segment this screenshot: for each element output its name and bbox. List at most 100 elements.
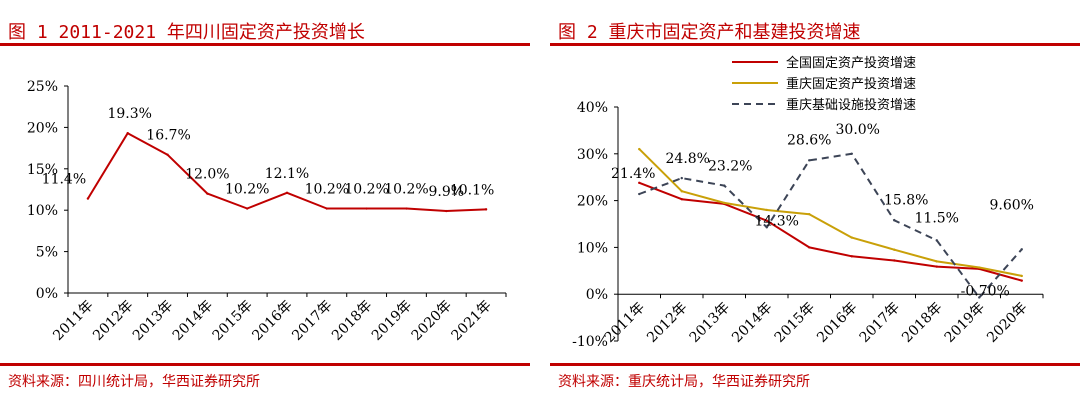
data-label: 21.4% (611, 166, 655, 182)
x-tick-label: 2018年 (899, 300, 945, 346)
data-point (935, 265, 938, 268)
x-tick-label: 2017年 (857, 300, 903, 346)
data-point (850, 152, 853, 155)
data-label: 12.1% (265, 166, 309, 182)
data-point (723, 184, 726, 187)
chart-panel-2: 图 2 重庆市固定资产和基建投资增速 -10% 0% 10% 20% 30% 40% 201… (550, 0, 1080, 413)
chart-title-2: 图 2 重庆市固定资产和基建投资增速 (558, 22, 861, 43)
legend-label: 重庆基础设施投资增速 (786, 97, 916, 113)
data-point (808, 159, 811, 162)
data-point (638, 192, 641, 196)
legend-label: 重庆固定资产投资增速 (786, 76, 916, 92)
data-label: 10.1% (450, 182, 494, 198)
data-point (723, 201, 726, 205)
data-point (484, 208, 488, 211)
y-tick-label: 0% (36, 286, 58, 302)
chart-1: 0% 5% 10% 15% 20% 25% 2011年2012年2013年2014年2015… (27, 79, 507, 344)
data-label: 9.9% (428, 184, 464, 200)
data-point (86, 197, 90, 200)
data-point (765, 226, 768, 229)
x-tick-label: 2014年 (170, 298, 216, 344)
data-label: 9.60% (990, 197, 1034, 213)
data-point (1020, 274, 1023, 278)
title-rule-2 (550, 43, 1080, 46)
series-line-3 (638, 152, 1023, 299)
data-label: 11.5% (915, 210, 959, 226)
data-point (978, 266, 981, 269)
y-tick-label: 40% (577, 100, 608, 116)
data-label: 12.0% (185, 167, 229, 183)
data-point (245, 207, 249, 210)
data-point (1020, 279, 1023, 282)
x-tick-label: 2013年 (130, 298, 176, 344)
data-point (638, 181, 641, 185)
y-tick-label: 30% (577, 147, 608, 163)
y-tick-label: 10% (577, 240, 608, 256)
data-point (405, 207, 408, 210)
legend-label: 全国固定资产投资增速 (786, 55, 916, 71)
data-label: 28.6% (787, 132, 831, 148)
data-point (935, 260, 938, 263)
data-point (765, 208, 768, 212)
data-label: 30.0% (836, 122, 880, 138)
data-point (765, 219, 768, 222)
chart-2: -10%0%10%20%30%40%2011年2012年2013年2014年20… (572, 55, 1044, 350)
data-point (893, 259, 896, 262)
data-point (935, 239, 938, 242)
source-rule-1 (0, 363, 530, 366)
data-point (325, 207, 329, 210)
data-label: 11.4% (42, 172, 86, 188)
y-tick-label: -10% (572, 334, 608, 350)
series-line-1 (638, 181, 1023, 282)
x-tick-label: 2016年 (249, 298, 295, 344)
data-point (893, 219, 896, 222)
x-tick-label: 2012年 (90, 298, 136, 344)
x-tick-label: 2020年 (409, 298, 455, 344)
data-point (680, 197, 683, 201)
data-point (680, 190, 683, 193)
data-point (808, 212, 811, 216)
data-label: 23.2% (708, 159, 752, 175)
data-label: -0.70% (961, 283, 1010, 299)
data-point (166, 153, 169, 156)
y-tick-label: 5% (36, 245, 58, 261)
series-line-2 (638, 148, 1022, 277)
data-point (680, 176, 683, 180)
x-tick-label: 2018年 (329, 298, 375, 344)
data-label: 24.8% (666, 151, 710, 167)
x-tick-label: 2015年 (210, 298, 256, 344)
x-tick-label: 2016年 (814, 300, 860, 346)
y-tick-label: 0% (586, 287, 608, 303)
data-point (126, 131, 129, 135)
data-label: 10.2% (344, 182, 388, 198)
x-tick-label: 2011年 (602, 300, 648, 346)
data-point (978, 296, 981, 299)
x-tick-label: 2017年 (289, 298, 335, 344)
x-tick-label: 2013年 (687, 300, 733, 346)
data-point (285, 191, 289, 195)
x-tick-label: 2020年 (984, 300, 1030, 346)
data-label: 19.3% (107, 106, 151, 122)
data-point (850, 255, 853, 258)
x-tick-label: 2014年 (729, 300, 775, 346)
y-tick-label: 10% (27, 203, 58, 219)
x-tick-label: 2021年 (449, 298, 495, 344)
data-point (206, 192, 209, 195)
x-tick-label: 2015年 (772, 300, 818, 346)
y-tick-label: 20% (27, 120, 58, 136)
source-note-2: 资料来源：重庆统计局，华西证券研究所 (558, 374, 810, 390)
data-label: 10.2% (384, 182, 428, 198)
x-tick-label: 2019年 (369, 298, 415, 344)
data-point (365, 207, 368, 210)
x-tick-label: 2011年 (50, 298, 96, 344)
y-tick-label: 25% (27, 79, 58, 95)
title-rule-1 (0, 43, 530, 46)
data-point (893, 248, 896, 251)
data-label: 14.3% (755, 213, 799, 229)
y-tick-label: 15% (27, 162, 58, 178)
chart-title-1: 图 1 2011-2021 年四川固定资产投资增长 (8, 22, 365, 43)
source-rule-2 (550, 363, 1080, 366)
y-tick-label: 20% (577, 194, 608, 210)
data-point (445, 209, 448, 213)
data-label: 10.2% (305, 182, 349, 198)
